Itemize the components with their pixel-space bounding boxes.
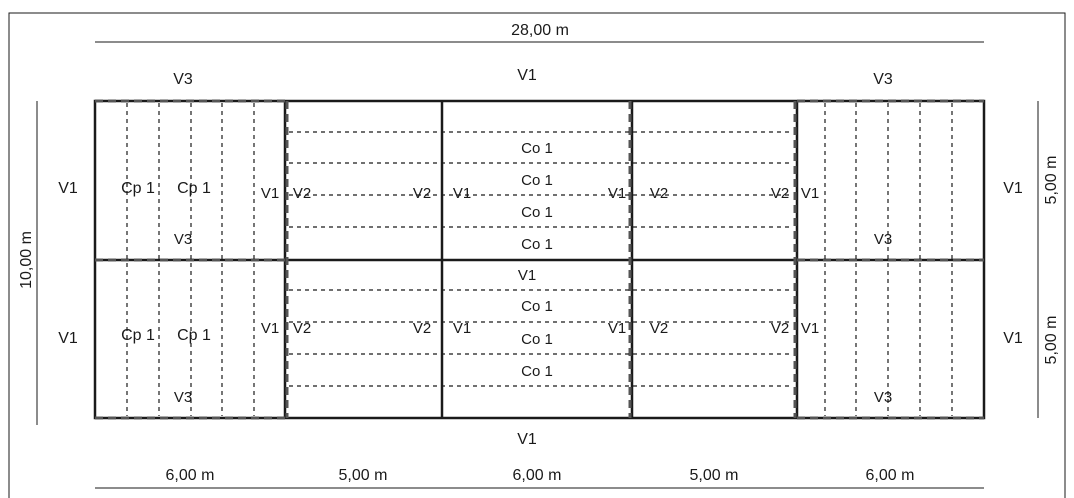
beam-v1-col3-bottom: V1 [608, 320, 626, 337]
beam-v3-top-right: V3 [873, 71, 893, 88]
beam-v1-col4-bottom: V1 [801, 320, 819, 337]
beam-v3-mid-left: V3 [174, 231, 192, 248]
joist-cp1-left-a-bottom: Cp 1 [121, 327, 155, 344]
beam-v2-col3-top: V2 [650, 185, 668, 202]
bay-4-label: 5,00 m [690, 467, 739, 484]
beam-v3-bottom-right: V3 [874, 389, 892, 406]
joist-co1-7: Co 1 [521, 363, 553, 380]
joist-co1-4: Co 1 [521, 236, 553, 253]
beam-v2-col4-bottom: V2 [771, 320, 789, 337]
bay-2-label: 5,00 m [339, 467, 388, 484]
beam-v3-bottom-left: V3 [174, 389, 192, 406]
joist-co1-3: Co 1 [521, 204, 553, 221]
beam-v2-col1-bottom: V2 [293, 320, 311, 337]
joist-co1-1: Co 1 [521, 140, 553, 157]
joist-co1-6: Co 1 [521, 331, 553, 348]
bay-5-label: 6,00 m [866, 467, 915, 484]
beam-v1-right-bottom: V1 [1003, 330, 1023, 347]
beam-v2-col4-top: V2 [771, 185, 789, 202]
beam-v1-col1-top: V1 [261, 185, 279, 202]
beam-v1-left-bottom: V1 [58, 330, 78, 347]
joist-co1-5: Co 1 [521, 298, 553, 315]
joist-cp1-left-a-top: Cp 1 [121, 180, 155, 197]
beam-v1-top: V1 [517, 67, 537, 84]
beam-v3-mid-right: V3 [874, 231, 892, 248]
half-height-top-label: 5,00 m [1043, 156, 1060, 205]
beam-v2-col1-top: V2 [293, 185, 311, 202]
beam-v1-left-top: V1 [58, 180, 78, 197]
beam-v1-col2-top: V1 [453, 185, 471, 202]
bay-3-label: 6,00 m [513, 467, 562, 484]
bay-1-label: 6,00 m [166, 467, 215, 484]
beam-v3-top-left: V3 [173, 71, 193, 88]
beam-v2-col2-top: V2 [413, 185, 431, 202]
joist-cp1-left-b-top: Cp 1 [177, 180, 211, 197]
total-width-label: 28,00 m [511, 22, 569, 39]
middle-bays-joists [289, 131, 793, 387]
beam-v1-right-top: V1 [1003, 180, 1023, 197]
half-height-bottom-label: 5,00 m [1043, 316, 1060, 365]
beam-v2-col3-bottom: V2 [650, 320, 668, 337]
joist-cp1-left-b-bottom: Cp 1 [177, 327, 211, 344]
total-height-label: 10,00 m [18, 231, 35, 289]
beam-v1-bottom: V1 [517, 431, 537, 448]
beam-v1-middle: V1 [518, 267, 536, 284]
beam-v1-col1-bottom: V1 [261, 320, 279, 337]
frame-border [8, 12, 1066, 498]
beam-v2-col2-bottom: V2 [413, 320, 431, 337]
joist-co1-2: Co 1 [521, 172, 553, 189]
beam-v1-col2-bottom: V1 [453, 320, 471, 337]
beam-v1-col4-top: V1 [801, 185, 819, 202]
beam-v1-col3-top: V1 [608, 185, 626, 202]
